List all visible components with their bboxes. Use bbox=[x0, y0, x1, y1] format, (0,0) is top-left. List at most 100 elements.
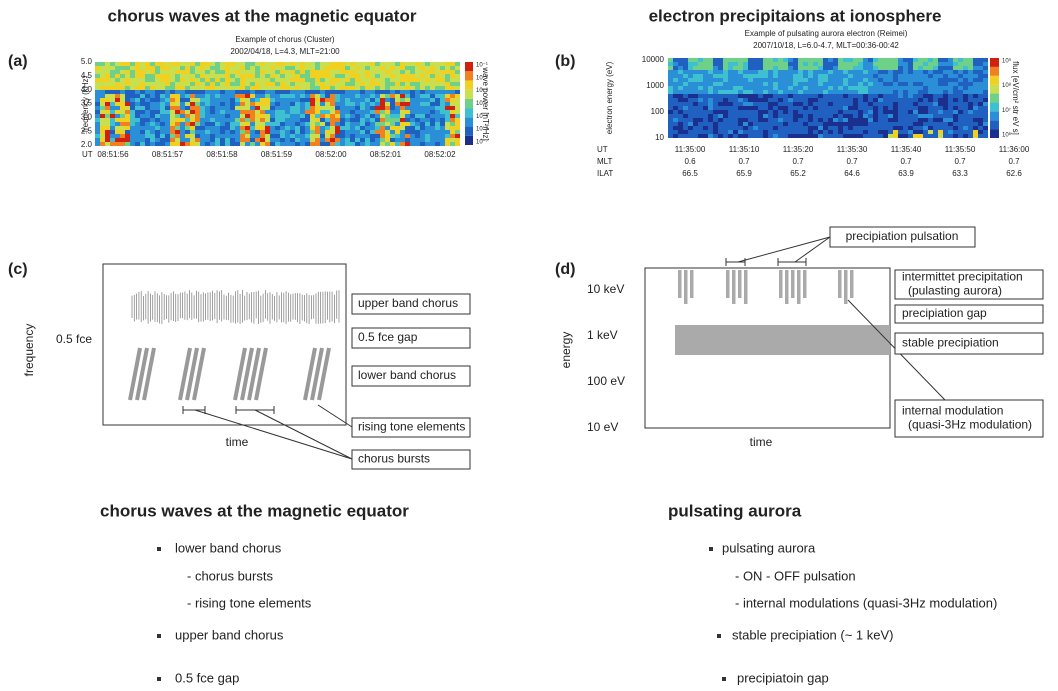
spectrogram-cell bbox=[933, 78, 938, 82]
spectrogram-cell bbox=[255, 142, 260, 146]
pulse-bar bbox=[844, 270, 848, 304]
spectrogram-cell bbox=[205, 102, 210, 106]
spectrogram-cell bbox=[150, 74, 155, 78]
spectrogram-cell bbox=[913, 114, 918, 118]
spectrogram-cell bbox=[683, 82, 688, 86]
colorbar-cell bbox=[990, 66, 999, 76]
spectrogram-cell bbox=[325, 134, 330, 138]
spectrogram-cell bbox=[250, 110, 255, 114]
y-marker: 0.5 fce bbox=[56, 332, 92, 346]
spectrogram-cell bbox=[125, 74, 130, 78]
spectrogram-cell bbox=[340, 86, 345, 90]
spectrogram-cell bbox=[803, 118, 808, 122]
spectrogram-cell bbox=[833, 66, 838, 70]
spectrogram-cell bbox=[175, 90, 180, 94]
spectrogram-cell bbox=[325, 98, 330, 102]
spectrogram-cell bbox=[180, 110, 185, 114]
spectrogram-cell bbox=[828, 126, 833, 130]
spectrogram-cell bbox=[445, 66, 450, 70]
spectrogram-cell bbox=[275, 98, 280, 102]
spectrogram-cell bbox=[250, 126, 255, 130]
spectrogram-cell bbox=[813, 114, 818, 118]
spectrogram-cell bbox=[808, 70, 813, 74]
spectrogram-cell bbox=[160, 70, 165, 74]
spectrogram-cell bbox=[400, 74, 405, 78]
spectrogram-cell bbox=[808, 110, 813, 114]
spectrogram-cell bbox=[848, 130, 853, 134]
spectrogram-cell bbox=[963, 86, 968, 90]
spectrogram-cell bbox=[973, 118, 978, 122]
spectrogram-cell bbox=[240, 62, 245, 66]
spectrogram-cell bbox=[708, 98, 713, 102]
spectrogram-cell bbox=[205, 106, 210, 110]
spectrogram-cell bbox=[345, 102, 350, 106]
spectrogram-cell bbox=[768, 110, 773, 114]
spectrogram-cell bbox=[798, 102, 803, 106]
spectrogram-cell bbox=[125, 78, 130, 82]
spectrogram-cell bbox=[668, 66, 673, 70]
spectrogram-cell bbox=[933, 130, 938, 134]
spectrogram-cell bbox=[300, 74, 305, 78]
spectrogram-cell bbox=[210, 66, 215, 70]
spectrogram-cell bbox=[450, 70, 455, 74]
spectrogram-cell bbox=[848, 118, 853, 122]
spectrogram-cell bbox=[330, 102, 335, 106]
spectrogram-cell bbox=[170, 118, 175, 122]
spectrogram-cell bbox=[110, 62, 115, 66]
spectrogram-cell bbox=[340, 66, 345, 70]
spectrogram-cell bbox=[963, 90, 968, 94]
colorbar-cell bbox=[465, 108, 473, 118]
spectrogram-cell bbox=[130, 66, 135, 70]
spectrogram-cell bbox=[245, 134, 250, 138]
pulse-bar bbox=[732, 270, 736, 304]
spectrogram-cell bbox=[718, 114, 723, 118]
spectrogram-cell bbox=[938, 106, 943, 110]
spectrogram-cell bbox=[788, 114, 793, 118]
spectrogram-cell bbox=[683, 94, 688, 98]
spectrogram-cell bbox=[195, 90, 200, 94]
spectrogram-cell bbox=[733, 106, 738, 110]
spectrogram-cell bbox=[803, 86, 808, 90]
spectrogram-cell bbox=[330, 138, 335, 142]
spectrogram-cell bbox=[315, 130, 320, 134]
spectrogram-cell bbox=[265, 70, 270, 74]
spectrogram-cell bbox=[375, 122, 380, 126]
spectrogram-cell bbox=[440, 62, 445, 66]
spectrogram-cell bbox=[913, 86, 918, 90]
spectrogram-cell bbox=[778, 98, 783, 102]
spectrogram-cell bbox=[943, 78, 948, 82]
spectrogram-cell bbox=[375, 114, 380, 118]
spectrogram-cell bbox=[340, 126, 345, 130]
spectrogram-cell bbox=[898, 126, 903, 130]
spectrogram-cell bbox=[713, 90, 718, 94]
spectrogram-cell bbox=[290, 130, 295, 134]
spectrogram-cell bbox=[370, 142, 375, 146]
spectrogram-cell bbox=[375, 70, 380, 74]
spectrogram-cell bbox=[703, 114, 708, 118]
spectrogram-cell bbox=[858, 82, 863, 86]
spectrogram-cell bbox=[445, 74, 450, 78]
spectrogram-cell bbox=[943, 102, 948, 106]
spectrogram-cell bbox=[768, 134, 773, 138]
spectrogram-cell bbox=[225, 62, 230, 66]
spectrogram-cell bbox=[818, 134, 823, 138]
spectrogram-cell bbox=[345, 118, 350, 122]
rising-tone bbox=[185, 347, 199, 401]
spectrogram-cell bbox=[435, 70, 440, 74]
spectrogram-cell bbox=[150, 122, 155, 126]
spectrogram-cell bbox=[195, 118, 200, 122]
spectrogram-cell bbox=[783, 110, 788, 114]
spectrogram-cell bbox=[375, 126, 380, 130]
spectrogram-cell bbox=[708, 118, 713, 122]
spectrogram-cell bbox=[255, 78, 260, 82]
spectrogram-cell bbox=[265, 78, 270, 82]
spectrogram-cell bbox=[893, 122, 898, 126]
spectrogram-cell bbox=[130, 114, 135, 118]
spectrogram-cell bbox=[728, 130, 733, 134]
spectrogram-cell bbox=[808, 86, 813, 90]
spectrogram-cell bbox=[778, 78, 783, 82]
y-tick-label: 3.5 bbox=[81, 99, 93, 108]
spectrogram-cell bbox=[320, 66, 325, 70]
spectrogram-cell bbox=[325, 78, 330, 82]
spectrogram-cell bbox=[778, 110, 783, 114]
